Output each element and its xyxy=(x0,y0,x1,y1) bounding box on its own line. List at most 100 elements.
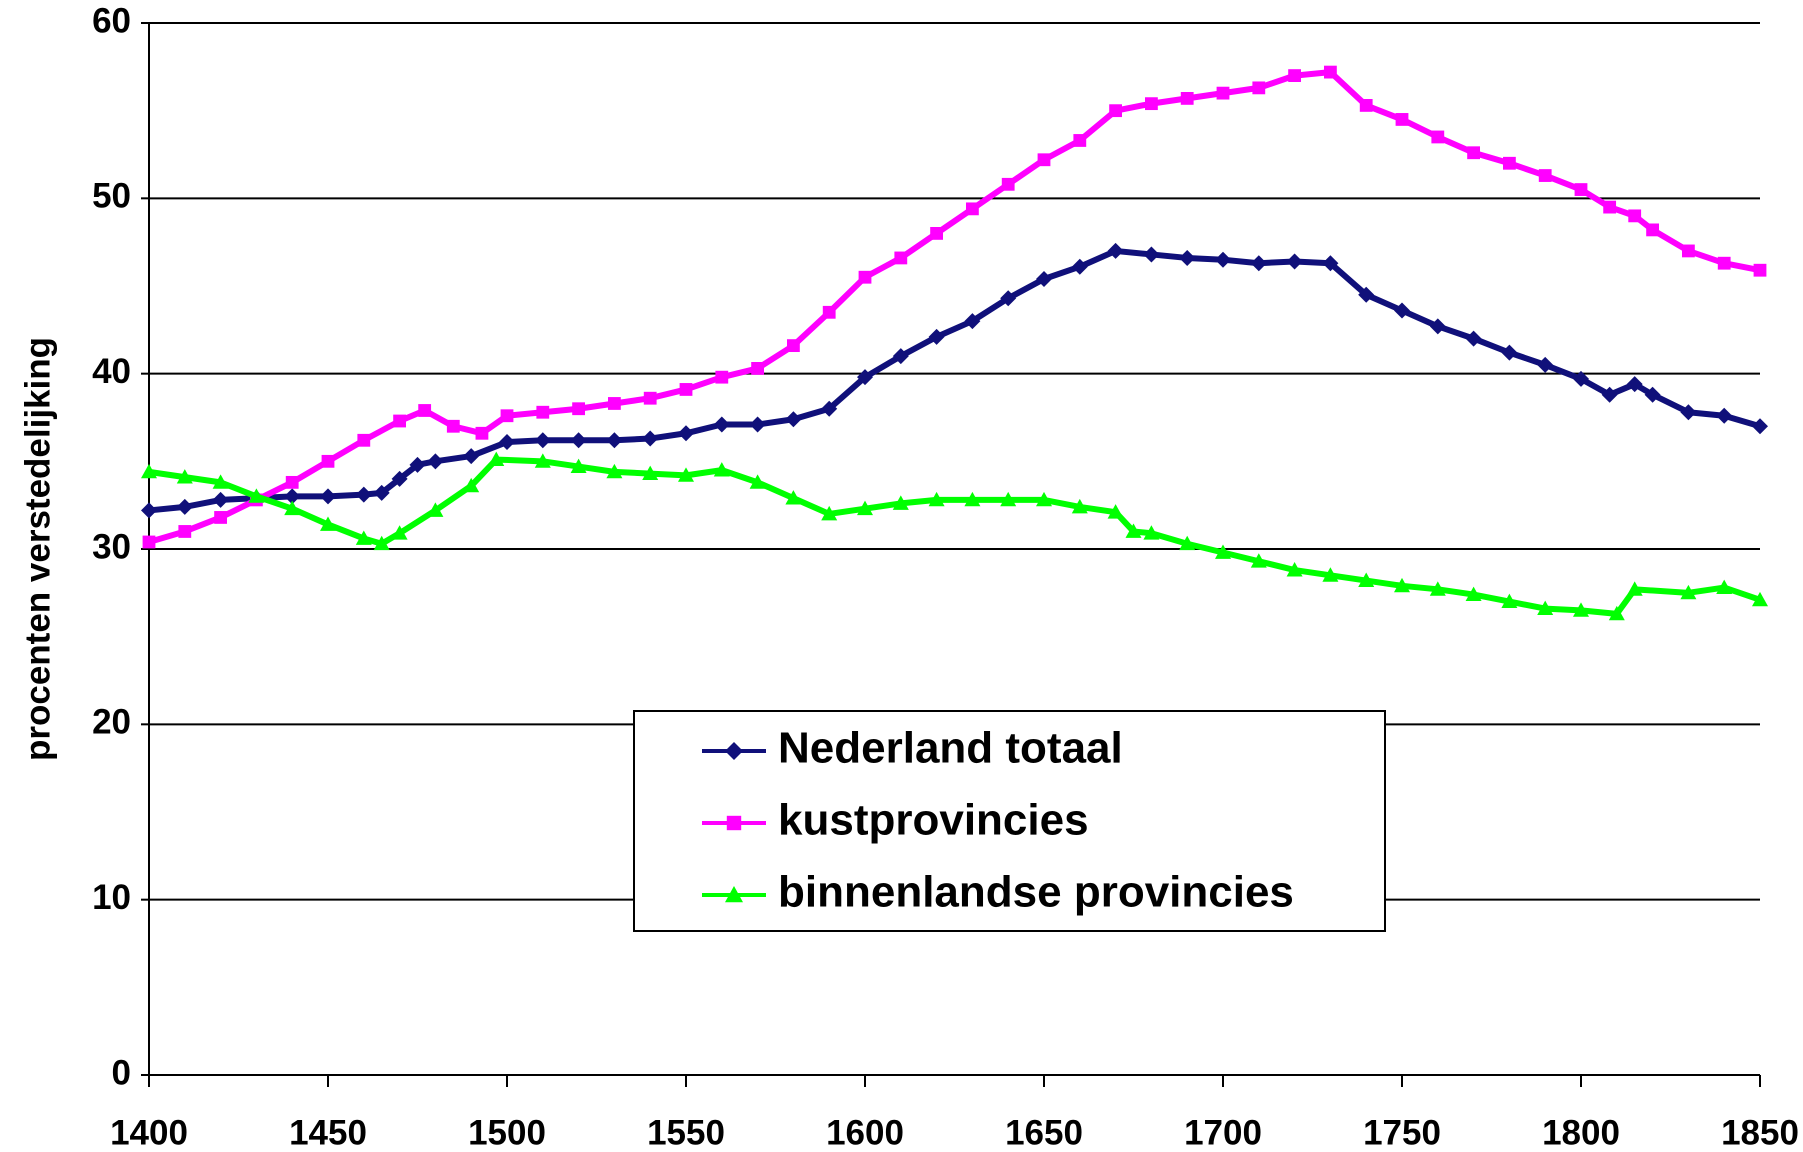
marker xyxy=(1107,504,1124,519)
marker xyxy=(391,470,408,487)
marker xyxy=(1465,586,1482,601)
marker xyxy=(606,432,623,449)
marker xyxy=(1073,134,1087,147)
marker xyxy=(285,475,299,489)
marker xyxy=(534,453,551,468)
marker xyxy=(1000,290,1017,307)
marker xyxy=(1646,223,1659,237)
marker xyxy=(1036,491,1052,507)
marker xyxy=(785,411,802,428)
marker xyxy=(1252,81,1266,95)
marker xyxy=(1179,249,1196,266)
marker xyxy=(713,416,730,433)
marker xyxy=(1465,330,1482,347)
marker xyxy=(1286,253,1303,270)
marker xyxy=(214,511,227,524)
marker xyxy=(570,458,587,473)
marker xyxy=(1109,104,1122,118)
marker xyxy=(373,484,390,501)
marker xyxy=(320,516,336,531)
marker xyxy=(284,488,301,505)
marker xyxy=(1250,255,1267,272)
marker xyxy=(572,402,585,416)
marker xyxy=(1145,97,1158,111)
marker xyxy=(966,202,979,216)
marker xyxy=(1036,270,1052,287)
marker xyxy=(1716,579,1733,594)
marker xyxy=(857,369,873,386)
marker xyxy=(357,433,371,447)
marker xyxy=(1286,562,1303,577)
x-tick-label: 1450 xyxy=(289,1113,367,1152)
y-tick-label: 10 xyxy=(92,878,131,917)
marker xyxy=(1180,91,1194,105)
marker xyxy=(355,486,372,503)
x-tick-label: 1700 xyxy=(1184,1113,1262,1152)
legend-label: kustprovincies xyxy=(778,796,1089,845)
marker xyxy=(1071,498,1088,514)
marker xyxy=(726,815,742,831)
marker xyxy=(446,419,460,433)
marker xyxy=(749,474,766,489)
marker xyxy=(1395,113,1409,126)
marker xyxy=(751,362,764,375)
marker xyxy=(821,505,838,521)
x-tick-label: 1800 xyxy=(1542,1113,1620,1152)
marker xyxy=(1717,256,1731,270)
marker xyxy=(643,391,657,405)
marker xyxy=(642,465,659,481)
marker xyxy=(725,742,743,760)
marker xyxy=(928,491,945,507)
marker xyxy=(894,251,908,265)
marker xyxy=(463,448,480,465)
marker xyxy=(1467,146,1480,160)
marker xyxy=(570,432,587,449)
marker xyxy=(1324,65,1337,79)
legend-label: Nederland totaal xyxy=(778,724,1123,773)
y-tick-label: 40 xyxy=(92,352,131,391)
marker xyxy=(355,530,372,545)
marker xyxy=(1644,386,1661,403)
marker xyxy=(1680,404,1697,421)
marker xyxy=(1752,591,1768,607)
marker xyxy=(1538,169,1552,182)
marker xyxy=(725,886,743,903)
marker xyxy=(642,430,659,447)
marker xyxy=(1574,183,1588,196)
marker xyxy=(1680,584,1697,600)
marker xyxy=(427,502,444,517)
marker xyxy=(1608,605,1625,621)
marker xyxy=(1626,581,1643,596)
marker xyxy=(1000,491,1017,507)
marker xyxy=(1107,242,1124,259)
marker xyxy=(1216,86,1230,100)
marker xyxy=(892,348,909,365)
marker xyxy=(1037,153,1051,167)
marker xyxy=(320,488,336,505)
marker xyxy=(212,474,229,489)
x-tick-label: 1650 xyxy=(1005,1113,1083,1152)
x-tick-label: 1500 xyxy=(468,1113,546,1152)
marker xyxy=(418,404,432,417)
marker xyxy=(858,270,872,284)
marker xyxy=(1288,69,1301,82)
marker xyxy=(1601,386,1618,403)
marker xyxy=(1125,523,1142,538)
y-tick-label: 20 xyxy=(92,703,131,742)
marker xyxy=(427,453,444,470)
marker xyxy=(321,454,335,468)
marker xyxy=(1573,370,1589,387)
x-tick-label: 1750 xyxy=(1363,1113,1441,1152)
marker xyxy=(409,456,426,473)
marker xyxy=(1682,244,1695,258)
y-tick-label: 50 xyxy=(92,177,131,216)
x-tick-label: 1550 xyxy=(647,1113,725,1152)
marker xyxy=(1752,418,1768,435)
marker xyxy=(608,397,621,410)
marker xyxy=(463,477,480,493)
marker xyxy=(284,500,301,516)
marker xyxy=(499,434,515,451)
marker xyxy=(178,525,192,538)
marker xyxy=(1322,567,1339,582)
